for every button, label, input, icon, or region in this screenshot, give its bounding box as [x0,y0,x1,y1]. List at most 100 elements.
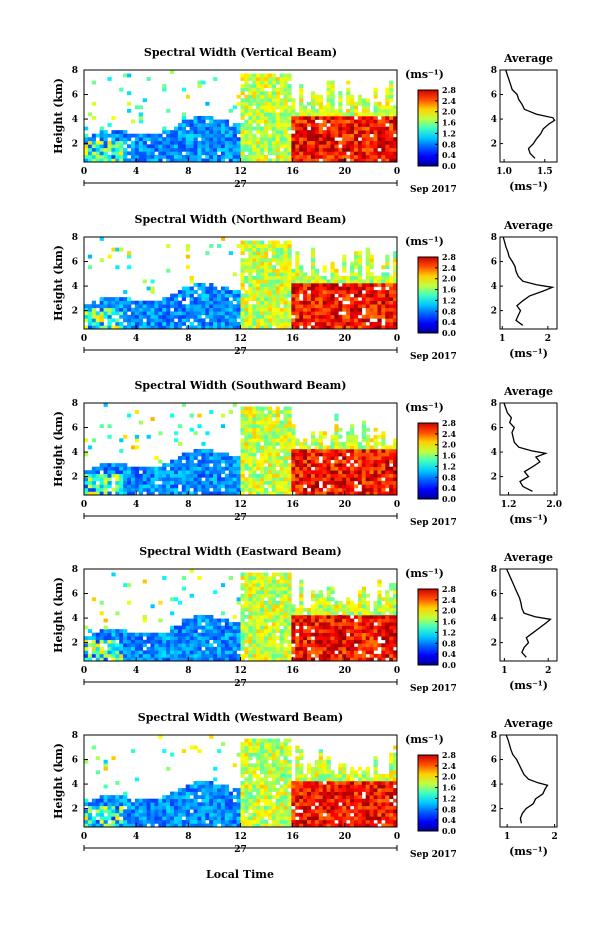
heatmap-cell [263,247,269,252]
heatmap-cell [103,144,108,149]
average-frame [499,236,558,330]
heatmap-cell [162,473,167,478]
heatmap-cell [197,466,202,471]
heatmap-cell [357,307,363,312]
heatmap-cell [252,279,257,284]
heatmap-cell [236,158,241,163]
heatmap-cell [111,147,116,152]
heatmap-cell [291,632,296,637]
heatmap-cell [310,441,316,446]
heatmap-cell [385,456,390,460]
heatmap-cell [232,314,237,319]
heatmap-cell [275,413,280,418]
heatmap-cell [299,130,304,134]
heatmap-cell [248,420,253,425]
heatmap-cell [95,650,100,655]
heatmap-cell [334,470,339,475]
heatmap-cell [240,653,245,658]
heatmap-cell [154,456,159,460]
heatmap-cell [162,144,167,149]
heatmap-cell [134,151,140,156]
heatmap-cell [275,300,280,305]
heatmap-cell [213,318,218,323]
heatmap-cell [291,147,296,152]
heatmap-cell [87,318,93,323]
heatmap-cell [256,247,261,252]
heatmap-cell [260,473,265,478]
heatmap-cell [228,456,233,460]
heatmap-cell [346,643,351,648]
heatmap-cell [224,452,230,457]
heatmap-cell [103,639,108,644]
heatmap-cell [361,321,366,326]
heatmap-cell [220,632,226,637]
heatmap-cell [283,119,288,124]
heatmap-cell [303,466,308,471]
heatmap-cell [385,629,390,633]
heatmap-cell [353,325,359,330]
heatmap-cell [201,470,206,475]
heatmap-cell [287,466,292,471]
heatmap-cell [91,325,97,330]
heatmap-cell [326,632,331,637]
heatmap-cell [236,484,241,489]
heatmap-cell [346,639,351,644]
heatmap-cell [310,491,316,496]
heatmap-cell [338,434,343,439]
heatmap-cell [346,87,351,92]
heatmap-cell [260,434,265,439]
heatmap-cell [307,449,312,453]
heatmap-cell [205,618,210,623]
heatmap-cell [361,480,366,485]
heatmap-cell [271,94,277,99]
heatmap-cell [217,307,222,312]
heatmap-cell [193,632,198,637]
x-tick-label: 8 [185,500,191,510]
heatmap-cell [252,119,257,124]
heatmap-cell [99,300,104,305]
heatmap-cell [127,643,132,648]
heatmap-cell [357,646,363,651]
heatmap-cell [393,261,398,266]
heatmap-cell [84,809,89,814]
heatmap-cell [217,470,222,475]
heatmap-cell [334,268,339,273]
heatmap-cell [154,158,159,163]
heatmap-cell [213,480,218,485]
heatmap-cell [334,151,339,156]
heatmap-cell [146,473,151,478]
heatmap-cell [310,116,316,120]
heatmap-cell [142,466,147,471]
heatmap-cell [263,325,269,330]
heatmap-cell [361,427,366,432]
heatmap-cell [240,283,245,287]
heatmap-cell [283,420,288,425]
heatmap-cell [338,286,343,291]
heatmap-cell [267,413,273,418]
heatmap-cell [271,87,277,92]
heatmap-cell [389,300,394,305]
heatmap-cell [365,140,370,145]
heatmap-cell [127,484,132,489]
heatmap-cell [248,279,253,284]
heatmap-cell [287,622,292,626]
heatmap-cell [353,473,359,478]
heatmap-cell [115,151,120,156]
heatmap-cell [263,456,269,460]
heatmap-cell [295,254,300,259]
heatmap-cell [263,632,269,637]
heatmap-cell [271,286,277,291]
heatmap-cell [232,639,237,644]
heatmap-cell [373,604,378,609]
heatmap-cell [373,140,378,145]
heatmap-cell [271,643,277,648]
colorbar-tick-label: 2.4 [442,96,456,106]
heatmap-cell [275,473,280,478]
heatmap-cell [248,258,253,263]
heatmap-cell [127,321,132,326]
heatmap-cell [381,434,386,439]
average-y-tick-label: 4 [491,448,497,458]
heatmap-cell [318,275,323,280]
heatmap-cell [91,311,97,316]
heatmap-cell [205,473,210,478]
